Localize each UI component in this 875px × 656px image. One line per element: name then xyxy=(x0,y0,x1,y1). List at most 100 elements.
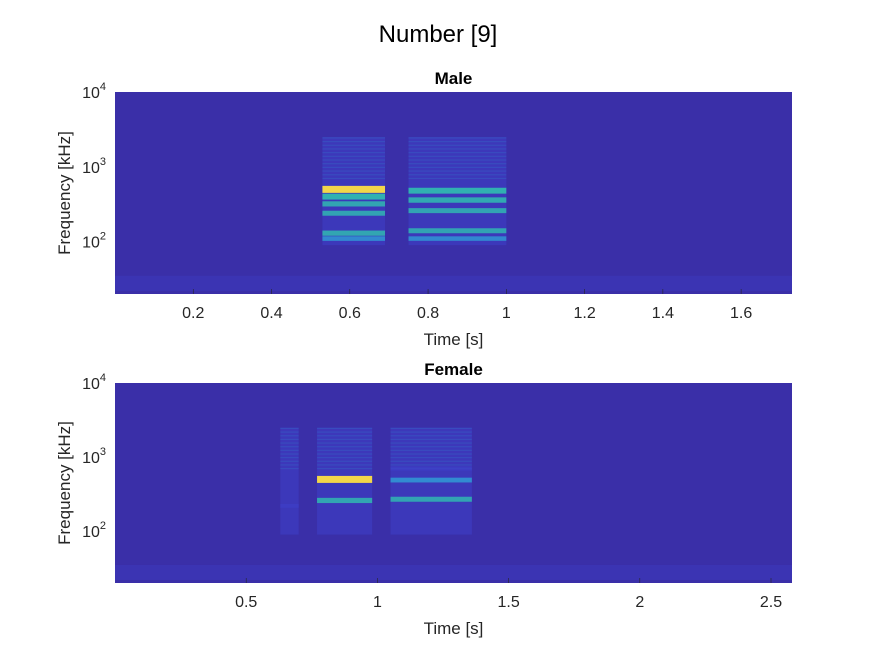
upper-harmonic-line xyxy=(390,427,472,430)
upper-harmonic-line xyxy=(322,170,386,172)
x-tick-label: 0.5 xyxy=(235,594,257,611)
y-tick-label: 103 xyxy=(82,156,106,177)
x-tick-label: 0.6 xyxy=(339,305,361,322)
peak-energy xyxy=(334,187,364,191)
upper-harmonic-line xyxy=(408,155,507,157)
upper-harmonic-line xyxy=(408,174,507,176)
upper-harmonic-line xyxy=(280,453,299,455)
harmonic-band xyxy=(280,503,299,508)
upper-harmonic-line xyxy=(408,148,507,150)
upper-harmonic-line xyxy=(322,141,386,143)
upper-harmonic-line xyxy=(408,170,507,172)
upper-harmonic-line xyxy=(317,442,373,444)
upper-harmonic-line xyxy=(322,163,386,165)
x-tick-label: 1.6 xyxy=(730,305,752,322)
upper-harmonic-line xyxy=(322,137,386,139)
upper-harmonic-line xyxy=(317,449,373,451)
upper-harmonic-line xyxy=(317,453,373,455)
upper-harmonic-line xyxy=(280,460,299,462)
harmonic-band xyxy=(322,230,386,236)
upper-harmonic-line xyxy=(280,446,299,448)
harmonic-band xyxy=(408,187,507,194)
x-tick-label: 0.4 xyxy=(260,305,282,322)
panel-title: Female xyxy=(424,360,483,379)
peak-energy xyxy=(328,477,353,481)
upper-harmonic-line xyxy=(390,442,472,444)
harmonic-band xyxy=(390,477,472,483)
harmonic-band xyxy=(408,208,507,214)
female-spectrogram-panel: Female 0.5 1 1.5 2 2.5 Time [s] 102 103 104 Freque… xyxy=(55,360,792,638)
y-tick-label: 103 xyxy=(82,446,106,467)
harmonic-band xyxy=(408,197,507,203)
upper-harmonic-line xyxy=(408,144,507,146)
upper-harmonic-line xyxy=(390,431,472,433)
upper-harmonic-line xyxy=(408,166,507,168)
harmonic-band xyxy=(317,497,373,504)
upper-harmonic-line xyxy=(317,457,373,459)
upper-harmonic-line xyxy=(280,431,299,433)
harmonic-band xyxy=(408,228,507,234)
upper-harmonic-line xyxy=(280,435,299,437)
upper-harmonic-line xyxy=(408,141,507,143)
x-tick-label: 1.4 xyxy=(652,305,674,322)
upper-harmonic-line xyxy=(280,427,299,430)
segment-energy xyxy=(280,427,299,535)
spectrogram-marks xyxy=(115,137,792,291)
low-frequency-floor xyxy=(115,275,792,291)
upper-harmonic-line xyxy=(280,438,299,441)
low-frequency-floor xyxy=(115,564,792,580)
upper-harmonic-line xyxy=(280,449,299,451)
upper-harmonic-line xyxy=(322,177,386,180)
x-tick-label: 0.2 xyxy=(182,305,204,322)
harmonic-band xyxy=(408,236,507,241)
upper-harmonic-line xyxy=(317,435,373,437)
upper-harmonic-line xyxy=(317,431,373,433)
upper-harmonic-line xyxy=(390,435,472,437)
upper-harmonic-line xyxy=(317,464,373,466)
upper-harmonic-line xyxy=(280,467,299,470)
upper-harmonic-line xyxy=(317,446,373,448)
figure-title: Number [9] xyxy=(379,21,498,48)
upper-harmonic-line xyxy=(390,457,472,459)
harmonic-band xyxy=(390,496,472,502)
y-axis-label: Frequency [kHz] xyxy=(55,131,74,255)
upper-harmonic-line xyxy=(322,152,386,154)
upper-harmonic-line xyxy=(390,453,472,455)
harmonic-band xyxy=(322,201,386,207)
upper-harmonic-line xyxy=(408,137,507,139)
x-tick-label: 0.8 xyxy=(417,305,439,322)
harmonic-band xyxy=(322,210,386,216)
upper-harmonic-line xyxy=(390,460,472,462)
x-tick-label: 1.2 xyxy=(573,305,595,322)
upper-harmonic-line xyxy=(390,449,472,451)
harmonic-band xyxy=(390,466,472,471)
upper-harmonic-line xyxy=(390,464,472,466)
spectrogram-marks xyxy=(115,427,792,580)
x-tick-label: 2.5 xyxy=(760,594,782,611)
upper-harmonic-line xyxy=(317,438,373,441)
upper-harmonic-line xyxy=(317,427,373,430)
upper-harmonic-line xyxy=(322,166,386,168)
y-tick-label: 102 xyxy=(82,231,106,252)
y-tick-label: 102 xyxy=(82,520,106,541)
y-tick-label: 104 xyxy=(82,372,106,393)
harmonic-band xyxy=(322,236,386,241)
upper-harmonic-line xyxy=(408,159,507,161)
upper-harmonic-line xyxy=(322,144,386,146)
upper-harmonic-line xyxy=(280,457,299,459)
y-tick-label: 104 xyxy=(82,81,106,102)
x-axis-label: Time [s] xyxy=(424,619,484,638)
upper-harmonic-line xyxy=(322,148,386,150)
x-axis-label: Time [s] xyxy=(424,330,484,349)
upper-harmonic-line xyxy=(280,464,299,466)
upper-harmonic-line xyxy=(408,152,507,154)
upper-harmonic-line xyxy=(408,163,507,165)
upper-harmonic-line xyxy=(317,460,373,462)
upper-harmonic-line xyxy=(317,467,373,470)
x-tick-label: 1 xyxy=(373,594,382,611)
upper-harmonic-line xyxy=(390,438,472,441)
x-tick-label: 1.5 xyxy=(497,594,519,611)
harmonic-band xyxy=(322,193,386,200)
upper-harmonic-line xyxy=(322,159,386,161)
